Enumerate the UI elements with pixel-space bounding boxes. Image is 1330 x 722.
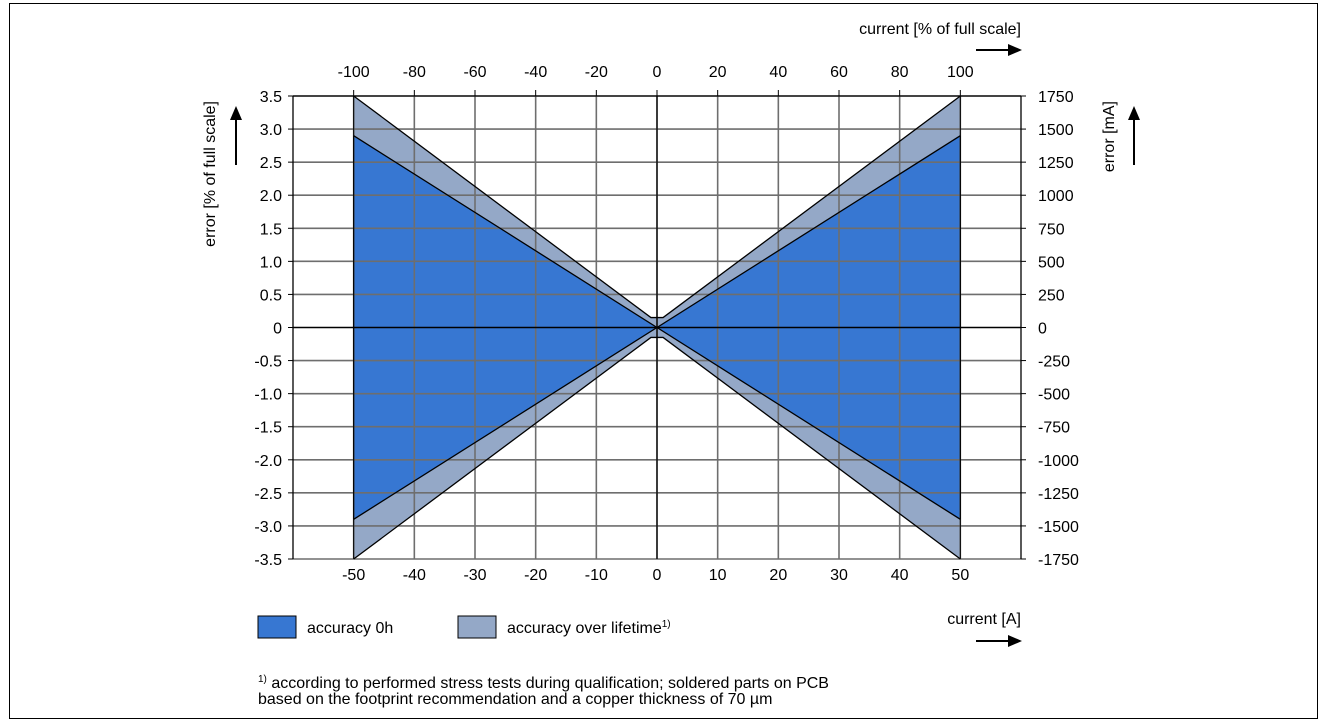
- legend-swatch-accuracy-over-lifetime: [457, 615, 497, 639]
- y-left-tick-label: -3.5: [254, 552, 282, 569]
- x-bottom-tick-label: 40: [891, 567, 909, 584]
- y-right-axis-label: error [mA]: [1101, 101, 1118, 172]
- y-right-tick-label: 1250: [1038, 155, 1074, 172]
- footnote-text-2: based on the footprint recommendation an…: [258, 691, 773, 708]
- y-right-tick-label: 500: [1038, 254, 1065, 271]
- y-right-tick-label: -250: [1038, 354, 1070, 371]
- y-left-tick-label: -0.5: [254, 354, 282, 371]
- y-left-tick-label: -2.5: [254, 486, 282, 503]
- legend-swatch-accuracy-0h: [257, 615, 297, 639]
- x-top-tick-label: -20: [585, 64, 608, 81]
- y-right-tick-label: -1750: [1038, 552, 1079, 569]
- y-left-tick-label: 1.5: [260, 221, 282, 238]
- x-bottom-tick-label: -10: [585, 567, 608, 584]
- y-left-tick-label: 0: [273, 321, 282, 338]
- y-right-tick-label: -1250: [1038, 486, 1079, 503]
- x-bottom-tick-label: 10: [709, 567, 727, 584]
- y-left-tick-label: -1.0: [254, 387, 282, 404]
- x-bottom-tick-label: -50: [342, 567, 365, 584]
- x-bottom-tick-label: 50: [951, 567, 969, 584]
- y-left-arrow-head-icon: [230, 106, 242, 120]
- x-top-tick-label: -80: [403, 64, 426, 81]
- y-right-tick-label: 0: [1038, 321, 1047, 338]
- footnote-text-1: according to performed stress tests duri…: [271, 675, 829, 692]
- x-top-tick-label: 20: [709, 64, 727, 81]
- y-right-tick-label: 250: [1038, 287, 1065, 304]
- y-left-tick-label: 2.5: [260, 155, 282, 172]
- y-right-tick-label: 1750: [1038, 89, 1074, 106]
- figure-frame: [9, 3, 1318, 719]
- y-left-axis-label: error [% of full scale]: [202, 101, 219, 247]
- x-top-tick-label: -40: [524, 64, 547, 81]
- footnote-line-1: 1) according to performed stress tests d…: [258, 670, 829, 694]
- y-right-tick-label: -1000: [1038, 453, 1079, 470]
- x-top-tick-label: 60: [830, 64, 848, 81]
- y-right-tick-label: 1000: [1038, 188, 1074, 205]
- x-top-tick-label: -60: [463, 64, 486, 81]
- x-top-tick-label: 100: [947, 64, 974, 81]
- x-bottom-tick-label: -20: [524, 567, 547, 584]
- x-top-tick-label: 0: [653, 64, 662, 81]
- x-bottom-tick-label: -30: [463, 567, 486, 584]
- y-left-tick-label: -3.0: [254, 519, 282, 536]
- y-right-tick-label: -500: [1038, 387, 1070, 404]
- y-left-tick-label: 1.0: [260, 254, 282, 271]
- y-right-tick-label: -750: [1038, 420, 1070, 437]
- x-bottom-tick-label: 30: [830, 567, 848, 584]
- y-left-tick-label: 0.5: [260, 287, 282, 304]
- x-top-axis-label: current [% of full scale]: [859, 21, 1021, 38]
- y-right-arrow-head-icon: [1128, 106, 1140, 120]
- footnote-line-2: based on the footprint recommendation an…: [258, 690, 772, 710]
- legend-label-accuracy-0h: accuracy 0h: [307, 620, 393, 637]
- footnote-marker: 1): [258, 674, 267, 685]
- x-bottom-tick-label: 0: [653, 567, 662, 584]
- x-top-arrow-head-icon: [1008, 44, 1022, 56]
- y-left-tick-label: 3.5: [260, 89, 282, 106]
- x-top-tick-label: 80: [891, 64, 909, 81]
- y-right-tick-label: -1500: [1038, 519, 1079, 536]
- y-right-tick-label: 750: [1038, 221, 1065, 238]
- x-bottom-axis-label: current [A]: [947, 611, 1021, 628]
- y-left-tick-label: -2.0: [254, 453, 282, 470]
- y-left-tick-label: 2.0: [260, 188, 282, 205]
- legend-label-accuracy-over-lifetime: accuracy over lifetime1): [507, 619, 671, 637]
- legend-footnote-marker: 1): [662, 619, 671, 630]
- x-top-tick-label: 40: [769, 64, 787, 81]
- y-left-tick-label: 3.0: [260, 122, 282, 139]
- x-bottom-tick-label: -40: [403, 567, 426, 584]
- y-left-tick-label: -1.5: [254, 420, 282, 437]
- x-bottom-arrow-head-icon: [1008, 635, 1022, 647]
- x-bottom-tick-label: 20: [769, 567, 787, 584]
- y-right-tick-label: 1500: [1038, 122, 1074, 139]
- x-top-tick-label: -100: [338, 64, 370, 81]
